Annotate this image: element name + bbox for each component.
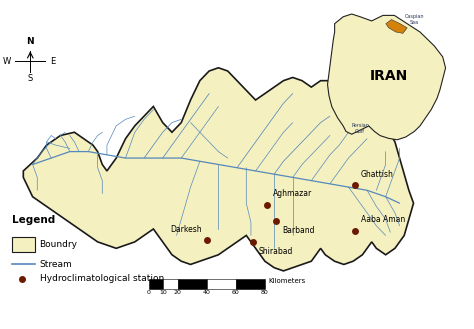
Text: 40: 40	[203, 290, 211, 295]
Text: Kilometers: Kilometers	[269, 278, 306, 284]
Text: Shirabad: Shirabad	[259, 247, 293, 256]
Text: Ghattish: Ghattish	[361, 170, 394, 179]
Text: 10: 10	[159, 290, 167, 295]
Text: IRAN: IRAN	[370, 69, 408, 83]
Bar	[207, 279, 236, 289]
Text: Caspian
Sea: Caspian Sea	[404, 14, 424, 25]
Text: Hydroclimatological station: Hydroclimatological station	[39, 274, 164, 284]
Polygon shape	[23, 68, 413, 271]
Text: S: S	[27, 74, 33, 83]
Text: Aghmazar: Aghmazar	[273, 190, 312, 198]
Text: Barband: Barband	[282, 226, 315, 236]
Text: N: N	[27, 37, 34, 46]
Bar	[163, 279, 178, 289]
Bar	[178, 279, 207, 289]
Text: 80: 80	[261, 290, 269, 295]
Polygon shape	[386, 19, 407, 33]
FancyBboxPatch shape	[12, 237, 35, 252]
Text: W: W	[2, 57, 10, 66]
Text: 0: 0	[147, 290, 151, 295]
Text: Darkesh: Darkesh	[171, 225, 202, 234]
Text: Boundry: Boundry	[39, 240, 78, 249]
Text: 20: 20	[174, 290, 182, 295]
Polygon shape	[328, 14, 446, 140]
Text: E: E	[50, 57, 55, 66]
Bar	[236, 279, 265, 289]
Text: Legend: Legend	[12, 215, 55, 224]
Text: Aaba Aman: Aaba Aman	[361, 215, 405, 224]
Text: 60: 60	[232, 290, 240, 295]
Bar	[149, 279, 163, 289]
Text: Persian
Gulf: Persian Gulf	[351, 123, 369, 134]
Text: Stream: Stream	[39, 260, 73, 269]
